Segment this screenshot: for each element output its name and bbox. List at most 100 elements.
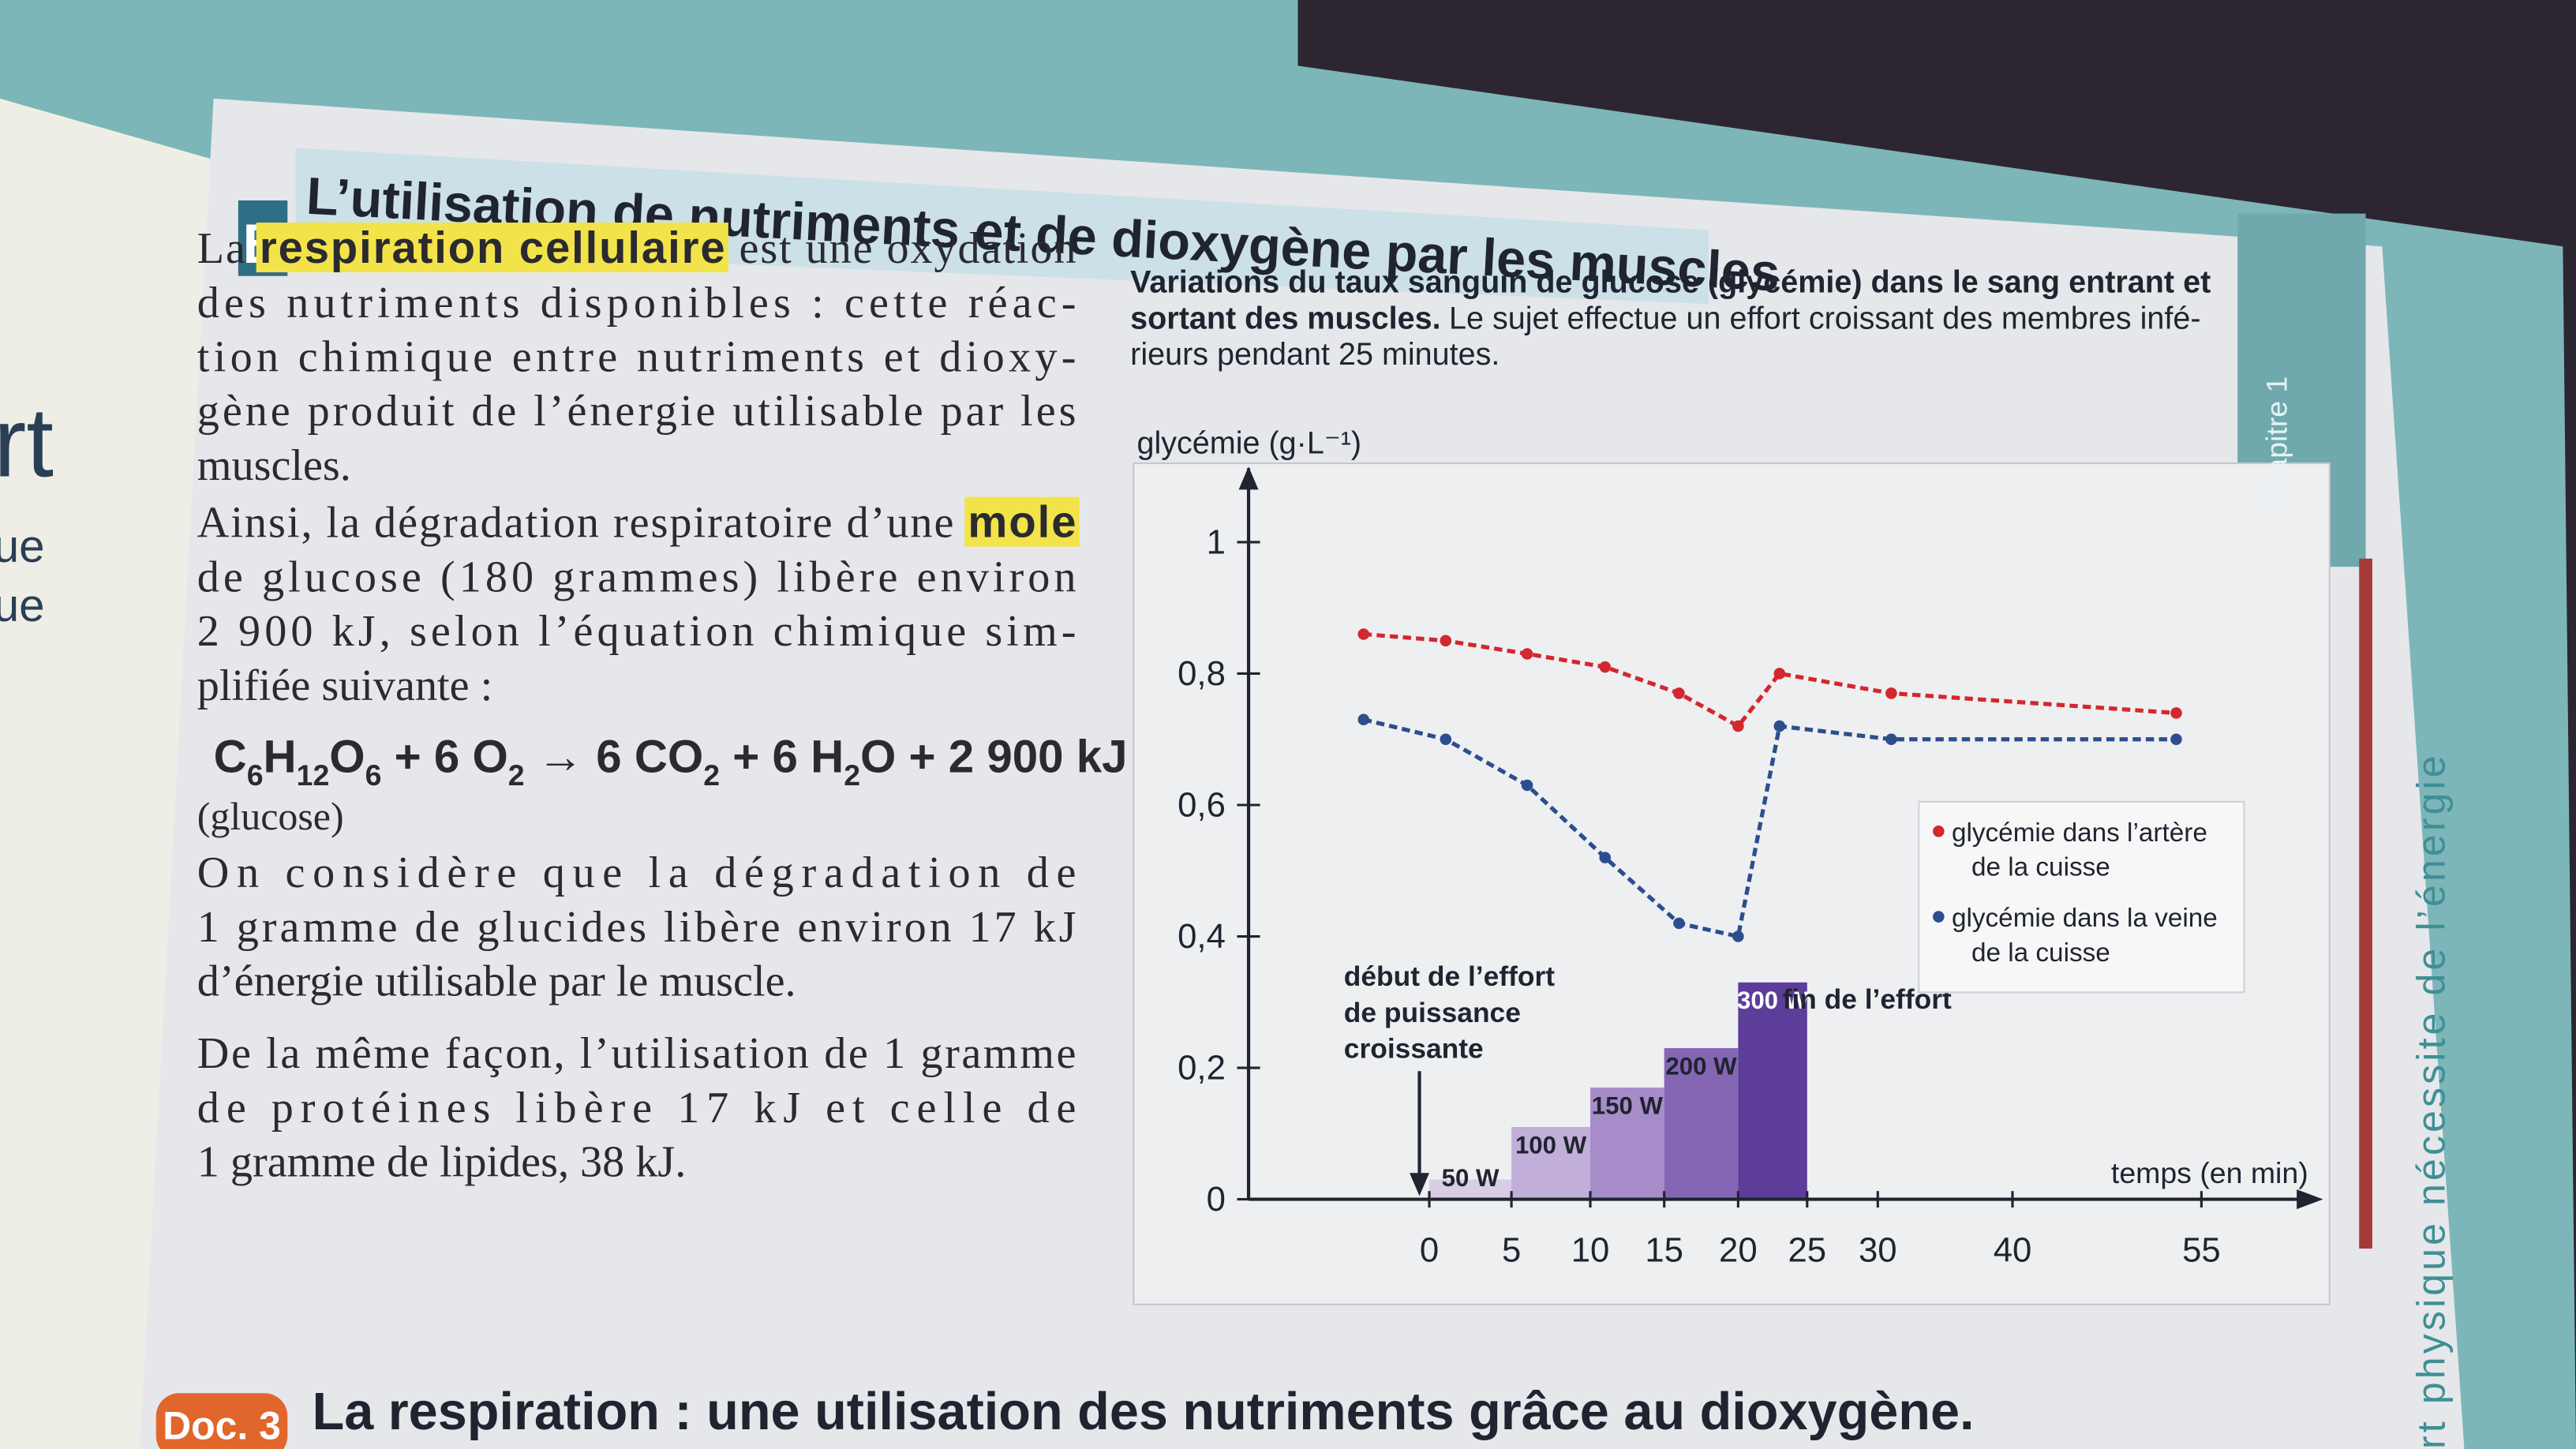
data-point bbox=[1599, 661, 1612, 673]
subscript: 2 bbox=[703, 758, 720, 792]
data-point bbox=[1885, 687, 1897, 699]
equation-note: (glucose) bbox=[197, 794, 344, 838]
y-tick-label: 0,6 bbox=[1178, 786, 1226, 825]
paragraph-line: Ainsi, la dégradation respiratoire d’une… bbox=[197, 497, 1076, 548]
chapter-label: Chapitre 1 bbox=[2260, 376, 2293, 513]
part-title: rt physique nécessite de l’énergie bbox=[2409, 752, 2453, 1449]
data-point bbox=[1673, 687, 1685, 699]
text-line: plifiée suivante : bbox=[197, 661, 492, 710]
text-run: De la même façon, l’utilisation de 1 gra… bbox=[197, 1029, 1076, 1078]
text-run: 1 gramme de lipides, 38 kJ. bbox=[197, 1137, 687, 1186]
subscript: 2 bbox=[844, 758, 860, 792]
y-tick-label: 0,8 bbox=[1178, 654, 1226, 693]
data-point bbox=[1673, 917, 1685, 930]
legend-marker bbox=[1933, 911, 1945, 923]
effort-bar bbox=[1664, 1048, 1739, 1200]
x-axis-label: temps (en min) bbox=[2111, 1156, 2308, 1189]
subscript: 6 bbox=[247, 758, 264, 792]
data-point bbox=[2170, 707, 2182, 719]
y-axis-label: glycémie (g·L⁻¹) bbox=[1136, 426, 1361, 461]
subscript: 6 bbox=[365, 758, 382, 792]
highlight bbox=[256, 223, 728, 273]
formula-run: H bbox=[264, 731, 297, 782]
text-run: de protéines libère 17 kJ et celle de bbox=[197, 1084, 1076, 1133]
effort-label: 50 W bbox=[1442, 1164, 1500, 1192]
data-point bbox=[1521, 779, 1533, 792]
caption-bold: sortant des muscles. bbox=[1130, 301, 1440, 335]
legend-line: de la cuisse bbox=[1971, 853, 2110, 882]
fragment: ue bbox=[0, 580, 44, 631]
text-run: muscles. bbox=[197, 441, 351, 490]
annotation: croissante bbox=[1344, 1034, 1484, 1065]
paragraph-line: On considère que la dégradation de bbox=[197, 848, 1076, 897]
highlighted-term: mole bbox=[968, 497, 1076, 547]
y-tick-label: 0,2 bbox=[1178, 1049, 1226, 1088]
text-line: La respiration cellulaire est une oxydat… bbox=[197, 223, 1076, 273]
title-band bbox=[295, 148, 1709, 305]
paragraph-line: 1 gramme de glucides libère environ 17 k… bbox=[197, 903, 1076, 952]
text-run: d’énergie utilisable par le muscle. bbox=[197, 957, 796, 1005]
body-text: La respiration cellulaire est une oxydat… bbox=[197, 223, 1128, 1186]
x-tick-label: 55 bbox=[2182, 1231, 2221, 1270]
x-tick-label: 40 bbox=[1994, 1231, 2032, 1270]
annotation: début de l’effort bbox=[1344, 961, 1555, 992]
text-run: de glucose (180 grammes) libère environ bbox=[197, 552, 1076, 601]
y-arrow bbox=[1238, 466, 1259, 490]
effort-label: 150 W bbox=[1592, 1091, 1664, 1119]
left-fragments: rt ue ue bbox=[0, 388, 54, 631]
caption-line: sortant des muscles. Le sujet effectue un… bbox=[1130, 301, 2200, 335]
text-run: On considère que la dégradation de bbox=[197, 848, 1076, 897]
caption-line: Variations du taux sanguin de glucose (g… bbox=[1130, 265, 2211, 300]
x-tick-label: 5 bbox=[1502, 1231, 1521, 1270]
fragment: rt bbox=[0, 388, 54, 498]
text-line: des nutriments disponibles : cette réac- bbox=[197, 279, 1076, 328]
legend-line: glycémie dans la veine bbox=[1952, 904, 2218, 933]
data-point bbox=[1440, 733, 1452, 746]
x-tick-label: 15 bbox=[1645, 1231, 1683, 1270]
text-line: 1 gramme de glucides libère environ 17 k… bbox=[197, 903, 1076, 952]
formula-run: O + 2 900 kJ bbox=[860, 731, 1128, 782]
paragraph-line: De la même façon, l’utilisation de 1 gra… bbox=[197, 1029, 1076, 1078]
paragraph-line: plifiée suivante : bbox=[197, 661, 492, 710]
annotation-arrowhead bbox=[1410, 1173, 1430, 1196]
text-line: d’énergie utilisable par le muscle. bbox=[197, 957, 796, 1005]
paragraph-line: d’énergie utilisable par le muscle. bbox=[197, 957, 796, 1005]
effort-bar bbox=[1738, 982, 1807, 1200]
paragraph-line: tion chimique entre nutriments et dioxy- bbox=[197, 332, 1076, 381]
doc-badge bbox=[155, 1393, 288, 1449]
text-line: 2 900 kJ, selon l’équation chimique sim- bbox=[197, 607, 1076, 656]
legend-line: de la cuisse bbox=[1971, 938, 2110, 968]
paragraph-line: 2 900 kJ, selon l’équation chimique sim- bbox=[197, 607, 1076, 656]
x-arrow bbox=[2297, 1189, 2323, 1210]
formula-run: O bbox=[329, 731, 365, 782]
effort-label: 200 W bbox=[1665, 1052, 1737, 1080]
data-point bbox=[1773, 720, 1786, 732]
legend-line: glycémie dans l’artère bbox=[1952, 818, 2207, 848]
caption-line: rieurs pendant 25 minutes. bbox=[1130, 337, 1500, 372]
data-point bbox=[1773, 668, 1786, 680]
data-point bbox=[1440, 635, 1452, 647]
text-run: tion chimique entre nutriments et dioxy- bbox=[197, 332, 1076, 381]
paragraph-line: La respiration cellulaire est une oxydat… bbox=[197, 223, 1076, 273]
chart-caption: Variations du taux sanguin de glucose (g… bbox=[1130, 265, 2211, 373]
data-point bbox=[1521, 648, 1533, 660]
equation: C6H12O6 + 6 O2 → 6 CO2 + 6 H2O + 2 900 k… bbox=[214, 731, 1128, 792]
subscript: 12 bbox=[297, 758, 330, 792]
legend-label: glycémie dans l’artère de la cuisse bbox=[1952, 818, 2207, 882]
effort-label: 300 W bbox=[1737, 987, 1809, 1014]
formula-run: → 6 CO bbox=[525, 731, 704, 782]
y-tick-label: 0 bbox=[1207, 1180, 1226, 1219]
legend-label: glycémie dans la veine de la cuisse bbox=[1952, 904, 2218, 968]
data-point bbox=[1732, 720, 1744, 732]
text-line: de protéines libère 17 kJ et celle de bbox=[197, 1084, 1076, 1133]
effort-bar bbox=[1429, 1179, 1512, 1200]
effort-label: 100 W bbox=[1515, 1131, 1587, 1159]
paragraph-line: 1 gramme de lipides, 38 kJ. bbox=[197, 1137, 687, 1186]
y-tick-label: 1 bbox=[1207, 523, 1226, 562]
text-line: On considère que la dégradation de bbox=[197, 848, 1076, 897]
x-tick-label: 10 bbox=[1571, 1231, 1610, 1270]
data-point bbox=[1885, 733, 1897, 746]
